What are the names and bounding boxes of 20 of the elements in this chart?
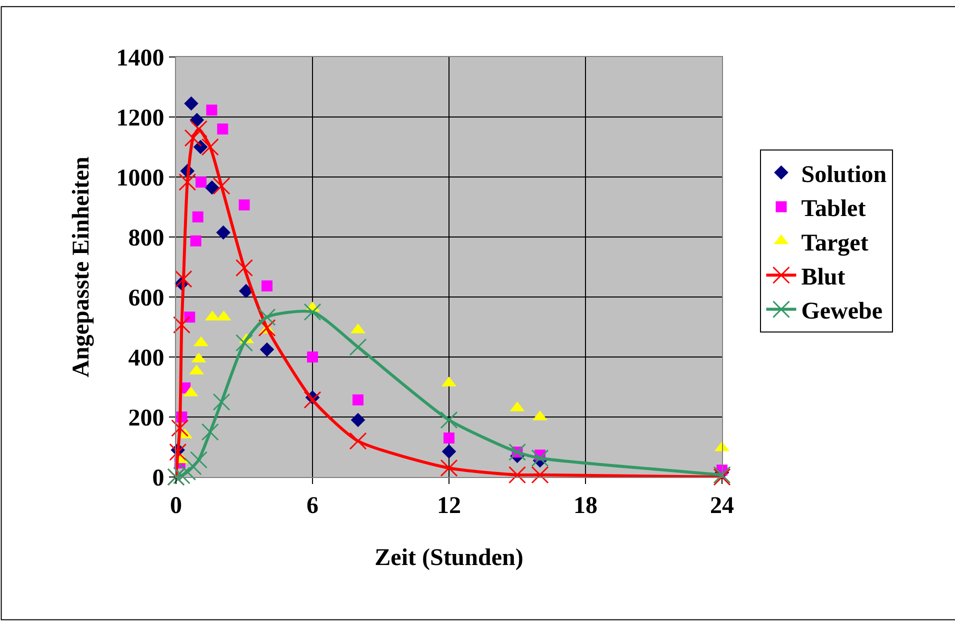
y-tick-label: 1000 [116, 165, 164, 192]
y-tick-label: 800 [128, 225, 164, 252]
y-tick-label: 400 [128, 345, 164, 372]
x-tick-label: 24 [710, 492, 734, 519]
x-tick-label: 6 [306, 492, 318, 519]
legend-label: Blut [801, 264, 846, 290]
y-tick-label: 200 [128, 405, 164, 432]
legend-label: Solution [801, 162, 887, 188]
legend-label: Gewebe [801, 298, 883, 325]
x-tick-label: 12 [437, 492, 461, 519]
x-tick-label: 18 [574, 492, 598, 519]
y-axis-title: Angepasste Einheiten [68, 156, 94, 378]
legend-label: Tablet [801, 196, 866, 222]
x-axis-title: Zeit (Stunden) [374, 545, 524, 572]
y-tick-label: 0 [152, 465, 164, 492]
x-tick-label: 0 [170, 492, 182, 519]
y-tick-label: 600 [128, 285, 164, 312]
legend-label: Target [801, 230, 868, 256]
y-tick-label: 1400 [116, 45, 164, 72]
y-tick-label: 1200 [116, 105, 164, 132]
